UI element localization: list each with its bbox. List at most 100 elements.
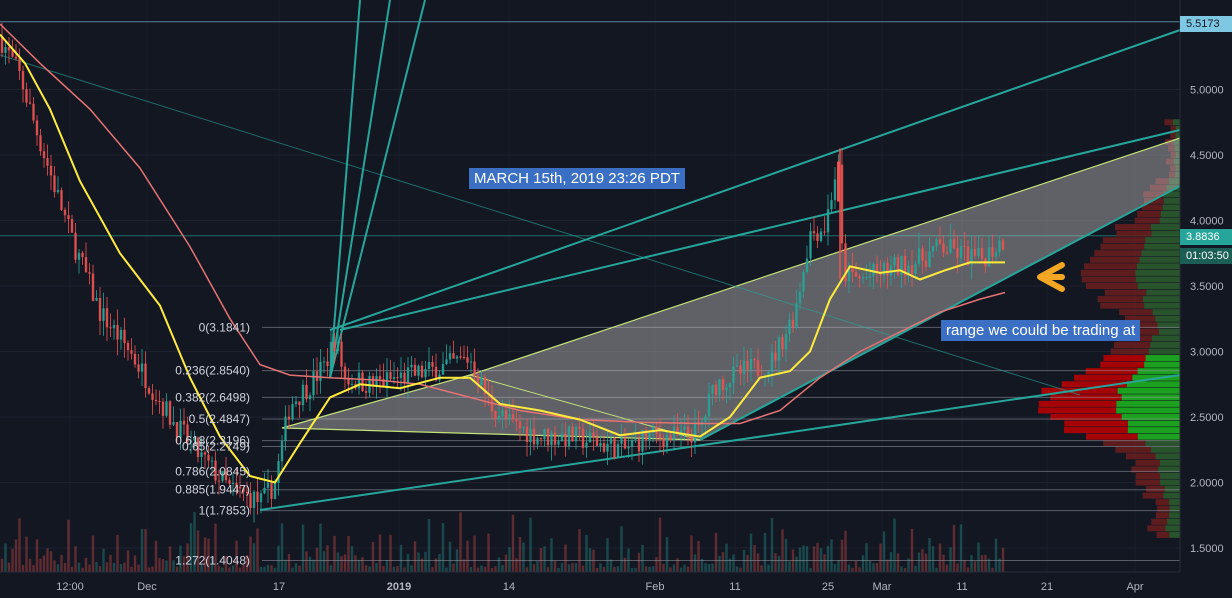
volume-bar [756, 553, 760, 572]
volume-bar [816, 542, 819, 572]
candle-body [602, 442, 606, 452]
volume-bar [396, 566, 399, 572]
volume-bar [557, 567, 560, 572]
volume-bar [900, 566, 903, 572]
candle-body [987, 247, 991, 267]
candle-body [886, 262, 889, 276]
volume-bar [970, 555, 973, 572]
candle-body [60, 189, 63, 210]
vp-buy-bar [1175, 125, 1180, 132]
candle-body [441, 363, 445, 375]
candle-body [735, 365, 739, 367]
volume-bar [382, 566, 385, 572]
volume-bar [84, 557, 88, 572]
volume-bar [280, 523, 284, 572]
volume-bar [683, 564, 686, 572]
candle-body [592, 432, 595, 438]
candle-body [102, 308, 105, 321]
candle-body [455, 356, 459, 359]
vp-buy-bar [1160, 472, 1180, 479]
volume-bar [287, 553, 291, 572]
candle-body [798, 291, 802, 304]
candle-body [858, 276, 861, 279]
candle-body [154, 399, 158, 402]
volume-bar [102, 548, 105, 572]
candle-body [977, 247, 980, 256]
candle-body [980, 247, 984, 259]
vp-buy-bar [1135, 269, 1180, 276]
vp-sell-bar [1110, 348, 1149, 355]
volume-bar [840, 539, 844, 572]
volume-bar [361, 557, 364, 572]
candle-body [74, 232, 77, 260]
candle-body [214, 460, 217, 481]
trend-lines [0, 0, 1181, 511]
volume-bar [67, 519, 70, 572]
volume-bar [354, 555, 357, 572]
candle-body [144, 363, 147, 389]
volume-bar [130, 566, 133, 572]
vp-buy-bar [1175, 132, 1180, 139]
vp-sell-bar [1041, 387, 1118, 394]
candle-body [574, 426, 578, 442]
volume-bar [567, 564, 571, 572]
volume-bar [725, 543, 728, 572]
vp-sell-bar [1102, 237, 1146, 244]
volume-bar [431, 567, 434, 572]
candle-body [728, 383, 732, 388]
volume-bar [585, 534, 588, 572]
volume-bar [298, 565, 301, 572]
volume-bar [602, 566, 606, 572]
volume-bar [984, 554, 987, 572]
volume-bar [249, 536, 252, 572]
volume-bar [441, 522, 445, 572]
volume-bar [686, 566, 690, 572]
time-tick-label: Dec [137, 581, 157, 593]
candle-body [378, 376, 382, 380]
volume-bar [938, 543, 942, 572]
candle-body [767, 371, 770, 377]
volume-bar [784, 538, 788, 572]
candle-body [581, 428, 585, 448]
candle-body [914, 263, 917, 275]
vp-sell-bar [1133, 328, 1159, 335]
volume-bar [991, 567, 994, 572]
fib-label: 0(3.1841) [199, 320, 250, 334]
candle-body [88, 272, 91, 274]
fast-ma-line [0, 33, 1005, 484]
volume-bar [875, 562, 879, 572]
volume-bar [35, 539, 39, 572]
vp-sell-bar [1135, 472, 1161, 479]
volume-bar [578, 529, 581, 572]
vp-buy-bar [1155, 453, 1180, 460]
vp-sell-bar [1038, 407, 1117, 414]
volume-bar [137, 564, 140, 572]
price-tick-label: 5.0000 [1190, 85, 1224, 97]
candle-body [959, 245, 963, 258]
candle-body [844, 243, 847, 282]
candle-body [830, 200, 833, 210]
volume-bar [434, 558, 438, 572]
slow-ma-line [0, 23, 1006, 425]
candle-body [109, 327, 112, 329]
vp-buy-bar [1136, 263, 1180, 270]
candle-body [609, 438, 613, 444]
vp-sell-bar [1100, 361, 1145, 368]
volume-bar [347, 536, 350, 572]
volume-bar [18, 518, 21, 572]
volume-bar [231, 565, 235, 572]
vp-sell-bar [1103, 355, 1146, 362]
candle-body [686, 426, 690, 436]
volume-bar [224, 555, 228, 572]
volume-bar [326, 545, 329, 572]
candle-body [480, 376, 483, 386]
vp-buy-bar [1157, 322, 1180, 329]
vp-buy-bar [1174, 145, 1180, 152]
candle-body [770, 352, 774, 372]
volume-bar [501, 564, 504, 572]
volume-bar [221, 567, 224, 572]
volume-bar [0, 558, 4, 572]
volume-bar [637, 552, 641, 572]
